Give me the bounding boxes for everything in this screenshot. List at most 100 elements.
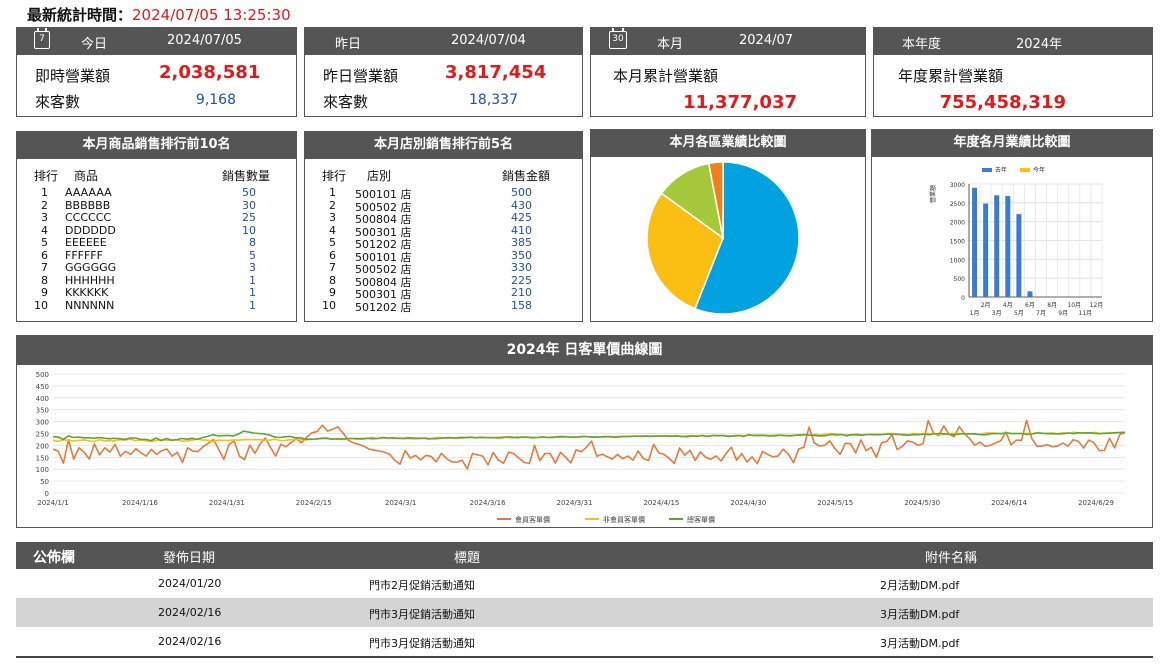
top-stores-amount: 158 — [511, 298, 532, 312]
top-products-qty: 3 — [249, 261, 256, 274]
yearly-chart-title: 年度各月業績比較圖 — [872, 130, 1152, 157]
top-stores-amount: 500 — [511, 186, 532, 199]
top-products-rank: 1 — [41, 186, 48, 199]
line-series-3[interactable] — [52, 430, 1126, 442]
line-x-tick: 2024/3/16 — [470, 499, 506, 507]
bar-y-tick: 2000 — [950, 220, 965, 227]
line-x-tick: 2024/1/31 — [209, 499, 245, 507]
top-products-row: 2 BBBBBB 30 — [17, 199, 296, 212]
top-products-qty: 10 — [242, 223, 256, 237]
bar-y-tick: 2500 — [950, 201, 965, 208]
top-products-rank: 6 — [41, 248, 48, 262]
top-products-qty: 25 — [242, 211, 256, 224]
bar-legend-label: 今年 — [1033, 166, 1045, 174]
top-products-rank: 10 — [34, 298, 48, 312]
today-sales-value: 2,038,581 — [159, 62, 261, 83]
bar-1月[interactable] — [972, 187, 978, 297]
today-visitors-label: 來客數 — [35, 93, 81, 111]
bar-y-tick: 3000 — [950, 182, 965, 189]
bar-3月[interactable] — [994, 195, 1000, 297]
top-stores-rank: 1 — [329, 186, 336, 199]
bar-y-tick: 0 — [961, 295, 965, 302]
notice-subject[interactable]: 門市3月促銷活動通知 — [369, 637, 475, 650]
notice-col-file: 附件名稱 — [925, 551, 978, 566]
top-stores-rank: 6 — [329, 248, 336, 262]
bar-x-tick: 3月 — [992, 310, 1002, 317]
kpi-card-yesterday-title: 昨日 — [335, 37, 362, 52]
stats-timestamp-value: 2024/07/05 13:25:30 — [132, 6, 291, 24]
kpi-card-today-date: 2024/07/05 — [167, 33, 242, 48]
top-stores-rank: 3 — [329, 211, 336, 224]
daily-chart-title: 2024年 日客單價曲線圖 — [17, 336, 1152, 365]
top-stores-row: 8 500804 店 225 — [305, 273, 582, 289]
line-series-1[interactable] — [52, 419, 1126, 470]
line-y-tick: 150 — [36, 454, 49, 462]
top-stores-rank: 10 — [322, 298, 336, 312]
line-legend-label: 總客單價 — [687, 515, 715, 524]
top-stores-row: 2 500502 店 430 — [305, 198, 582, 214]
bar-x-tick: 5月 — [1014, 310, 1024, 317]
line-y-tick: 0 — [45, 490, 49, 498]
notice-date: 2024/02/16 — [158, 635, 222, 648]
top-products-row: 6 FFFFFF 5 — [17, 249, 296, 262]
top-stores-amount: 330 — [511, 261, 532, 274]
pie-slice-4[interactable] — [707, 161, 724, 239]
bar-x-tick: 1月 — [970, 310, 980, 317]
top-stores-row: 9 500301 店 210 — [305, 286, 582, 301]
bar-x-tick: 9月 — [1058, 310, 1068, 317]
line-x-tick: 2024/2/15 — [296, 499, 332, 507]
notice-row[interactable]: 2024/02/16 門市3月促銷活動通知 3月活動DM.pdf — [16, 598, 1153, 627]
region-chart-title: 本月各區業績比較圖 — [591, 130, 865, 157]
top-products-row: 9 KKKKKK 1 — [17, 286, 296, 299]
region-chart-panel: 本月各區業績比較圖 — [590, 129, 866, 322]
top-products-row: 5 EEEEEE 8 — [17, 236, 296, 249]
line-x-tick: 2024/1/16 — [122, 499, 158, 507]
top-stores-name: 500301 店 — [355, 225, 412, 239]
notice-date: 2024/02/16 — [158, 606, 222, 619]
top-products-name: FFFFFF — [65, 248, 103, 262]
notice-attachment-link[interactable]: 3月活動DM.pdf — [880, 608, 960, 621]
bar-2月[interactable] — [983, 203, 989, 297]
notice-attachment-link[interactable]: 2月活動DM.pdf — [880, 579, 960, 592]
notice-row[interactable]: 2024/02/16 門市3月促銷活動通知 3月活動DM.pdf — [16, 627, 1153, 656]
line-x-tick: 2024/6/29 — [1078, 499, 1114, 507]
line-x-tick: 2024/6/14 — [991, 499, 1027, 507]
notice-subject[interactable]: 門市2月促銷活動通知 — [369, 579, 475, 592]
top-stores-amount: 225 — [511, 273, 532, 287]
notice-attachment-link[interactable]: 3月活動DM.pdf — [880, 637, 960, 650]
top-stores-row: 5 501202 店 385 — [305, 236, 582, 251]
bar-x-tick: 4月 — [1003, 302, 1013, 309]
top-stores-col-rank: 排行 — [322, 169, 347, 183]
notice-col-subject: 標題 — [454, 551, 481, 566]
top-products-name: DDDDDD — [65, 223, 116, 237]
top-stores-rank: 4 — [329, 223, 336, 237]
top-stores-row: 4 500301 店 410 — [305, 223, 582, 239]
top-products-qty: 50 — [242, 186, 256, 199]
yearly-bar-chart: 3000 2500 2000 1500 1000 500 0 1月2月3月4月5月6月7月8月… — [929, 166, 1103, 317]
bar-4月[interactable] — [1005, 196, 1011, 297]
top-products-title: 本月商品銷售排行前10名 — [17, 132, 296, 159]
top-products-qty: 1 — [249, 273, 256, 287]
pie-slice-2[interactable] — [646, 192, 724, 310]
bar-x-tick: 7月 — [1036, 310, 1046, 317]
top-stores-amount: 410 — [511, 223, 532, 237]
bar-5月[interactable] — [1016, 214, 1022, 297]
top-products-rank: 2 — [41, 198, 48, 212]
stats-timestamp: 最新統計時間：2024/07/05 13:25:30 — [27, 4, 291, 25]
line-legend-label: 非會員客單價 — [603, 515, 645, 524]
kpi-card-year-header: 本年度 2024年 — [874, 28, 1152, 55]
pie-slice-1[interactable] — [694, 161, 800, 315]
kpi-card-year: 本年度 2024年 年度累計營業額 755,458,319 — [873, 27, 1153, 117]
bar-6月[interactable] — [1027, 291, 1033, 297]
top-stores-amount: 430 — [511, 198, 532, 212]
top-stores-panel: 本月店別銷售排行前5名 排行 店別 銷售金額 1 500101 店 500 2 5005… — [304, 131, 583, 322]
top-products-col-qty: 銷售數量 — [222, 169, 271, 183]
top-stores-name: 500301 店 — [355, 288, 412, 301]
bar-x-tick: 10月 — [1067, 302, 1081, 309]
top-stores-row: 1 500101 店 500 — [305, 186, 582, 201]
top-products-row: 7 GGGGGG 3 — [17, 261, 296, 274]
bar-legend-swatch — [982, 168, 992, 172]
top-products-qty: 5 — [249, 248, 256, 262]
notice-row[interactable]: 2024/01/20 門市2月促銷活動通知 2月活動DM.pdf — [16, 569, 1153, 598]
notice-subject[interactable]: 門市3月促銷活動通知 — [369, 608, 475, 621]
